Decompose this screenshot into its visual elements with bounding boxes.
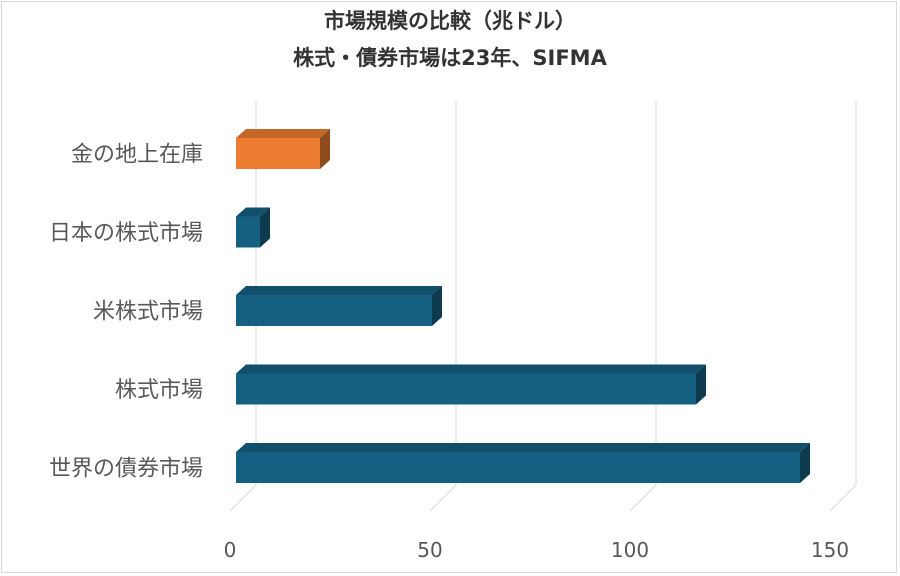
bar-top-face — [236, 207, 270, 217]
bar-front-face — [236, 452, 800, 483]
x-tick-labels: 0 50 100 150 — [224, 538, 849, 562]
bar-front-face — [236, 295, 432, 326]
bar-front-face — [236, 138, 320, 169]
bar-side-face — [432, 286, 442, 326]
bar-front-face — [236, 373, 696, 405]
bar — [236, 129, 330, 169]
category-label: 日本の株式市場 — [49, 221, 203, 246]
floor-line-50 — [429, 484, 457, 512]
x-tick-label: 150 — [811, 538, 849, 562]
x-tick-label: 0 — [224, 538, 237, 562]
floor-line-100 — [629, 484, 657, 512]
bar-side-face — [696, 364, 706, 405]
bar-top-face — [236, 129, 330, 138]
chart-title: 市場規模の比較（兆ドル） — [324, 9, 576, 33]
gridlines — [229, 100, 857, 512]
category-label: 米株式市場 — [93, 300, 203, 325]
bars — [236, 129, 810, 483]
category-label: 金の地上在庫 — [71, 143, 203, 168]
bar-top-face — [236, 364, 706, 374]
bar — [236, 286, 442, 326]
bar — [236, 443, 810, 483]
chart-subtitle: 株式・債券市場は23年、SIFMA — [293, 46, 607, 70]
bar-side-face — [260, 207, 270, 248]
bar-top-face — [236, 286, 442, 295]
bar-side-face — [800, 443, 810, 483]
bar — [236, 364, 706, 405]
category-label: 世界の債券市場 — [49, 457, 203, 482]
floor-line-150 — [829, 484, 857, 512]
x-tick-label: 50 — [417, 538, 442, 562]
bar-front-face — [236, 216, 260, 248]
bar-top-face — [236, 443, 810, 452]
category-label: 株式市場 — [115, 378, 203, 403]
x-tick-label: 100 — [611, 538, 649, 562]
bar-side-face — [320, 129, 330, 169]
floor-line-0 — [229, 484, 257, 512]
bar — [236, 207, 270, 248]
